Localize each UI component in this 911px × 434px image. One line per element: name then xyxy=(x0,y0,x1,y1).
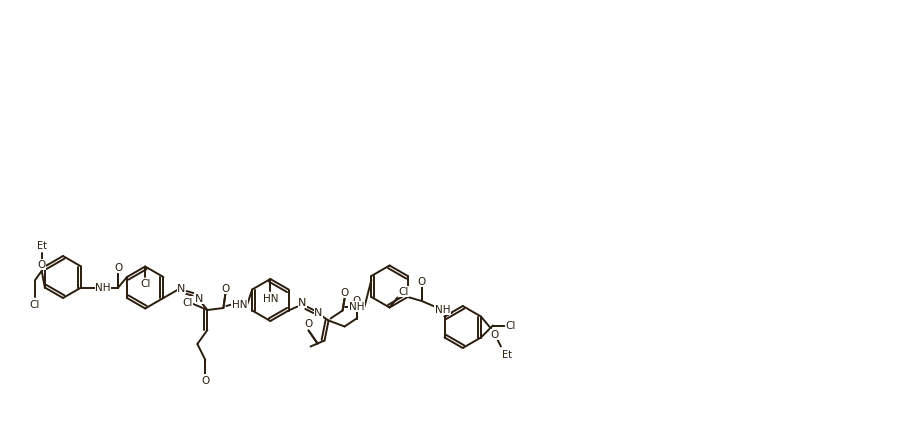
Text: Cl: Cl xyxy=(140,279,150,289)
Text: Et: Et xyxy=(36,241,46,251)
Text: O: O xyxy=(37,260,46,270)
Text: O: O xyxy=(114,263,122,273)
Text: Cl: Cl xyxy=(506,321,517,331)
Text: O: O xyxy=(221,283,230,293)
Text: N: N xyxy=(299,298,307,308)
Text: N: N xyxy=(314,308,322,318)
Text: O: O xyxy=(491,330,499,340)
Text: Cl: Cl xyxy=(182,297,192,307)
Text: O: O xyxy=(304,319,312,329)
Text: Cl: Cl xyxy=(398,287,409,297)
Text: NH: NH xyxy=(435,304,451,314)
Text: O: O xyxy=(201,375,210,385)
Text: O: O xyxy=(417,276,425,286)
Text: O: O xyxy=(353,296,361,306)
Text: HN: HN xyxy=(262,293,278,303)
Text: N: N xyxy=(177,283,186,293)
Text: NH: NH xyxy=(96,283,111,293)
Text: HN: HN xyxy=(231,299,247,309)
Text: NH: NH xyxy=(349,302,364,312)
Text: O: O xyxy=(341,288,349,298)
Text: Cl: Cl xyxy=(30,300,40,310)
Text: Et: Et xyxy=(502,350,512,360)
Text: N: N xyxy=(195,293,203,303)
